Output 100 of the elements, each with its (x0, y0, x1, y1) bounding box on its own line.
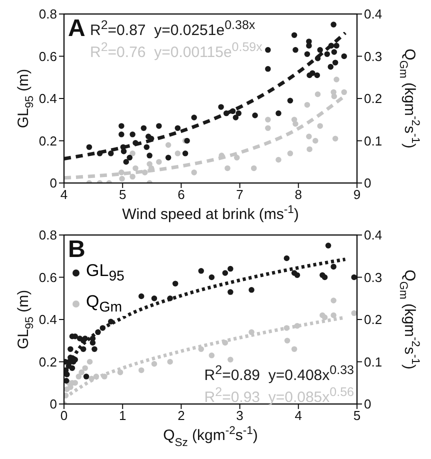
point (306, 134, 312, 140)
point (230, 108, 236, 114)
point (312, 138, 318, 144)
point (294, 322, 300, 329)
legend-label: GL$_{95}$ (86, 261, 124, 284)
annotation: R$^{2}$=0.93 y=0.085x$^{0.56}$ (204, 385, 354, 406)
point (156, 159, 162, 165)
point (317, 47, 323, 53)
point (191, 170, 197, 176)
point (250, 165, 257, 172)
point (64, 378, 70, 384)
point (341, 53, 347, 60)
point (80, 346, 86, 352)
point (93, 374, 100, 380)
y2-tick-label: 0 (364, 176, 372, 191)
point (228, 289, 234, 295)
y2-tick-label: 0.2 (364, 312, 382, 328)
point (331, 49, 338, 55)
y2-tick-label: 0.3 (364, 48, 382, 64)
point (330, 22, 336, 28)
point (330, 298, 336, 304)
point (208, 352, 215, 358)
point (182, 150, 188, 156)
y-tick-label: 0.8 (38, 228, 57, 243)
point (351, 310, 357, 316)
y2-tick-label: 0.4 (364, 6, 382, 22)
point (119, 176, 125, 182)
point (174, 125, 181, 131)
point (334, 76, 340, 82)
x-tick-label: 1 (118, 408, 126, 424)
y-tick-label: 0.4 (38, 91, 57, 106)
point (90, 336, 96, 342)
point (287, 150, 294, 156)
point (265, 125, 271, 131)
legend-label: Q$_{Gm}$ (86, 292, 122, 316)
y2-tick-label: 0.3 (364, 270, 382, 285)
point (328, 42, 334, 49)
point (96, 150, 103, 156)
point (317, 123, 323, 129)
point (224, 165, 230, 172)
annotation: R$^{2}$=0.76 y=0.00115e$^{0.59x}$ (90, 40, 262, 61)
point (118, 170, 124, 176)
point (304, 51, 310, 58)
point (292, 47, 298, 53)
point (265, 47, 271, 53)
point (144, 144, 150, 150)
point (284, 338, 290, 344)
y2-tick-label: 0.1 (364, 354, 382, 370)
point (330, 264, 336, 270)
x-tick-label: 4 (60, 187, 68, 202)
point (328, 64, 334, 70)
point (151, 296, 158, 302)
annotation: B (68, 236, 86, 263)
point (172, 280, 178, 286)
point (252, 112, 258, 118)
point (232, 114, 239, 120)
point (167, 296, 173, 302)
annotation: R$^{2}$=0.87 y=0.0251e$^{0.38x}$ (90, 18, 256, 39)
point (332, 60, 338, 66)
point (130, 174, 136, 180)
point (351, 274, 357, 280)
point (284, 255, 290, 262)
point (140, 125, 147, 131)
point (248, 329, 254, 336)
x-tick-label: 3 (236, 408, 244, 424)
point (130, 150, 136, 156)
point (291, 346, 298, 352)
y-tick-label: 0 (50, 396, 57, 412)
x-tick-label: 6 (178, 187, 185, 202)
point (294, 272, 300, 278)
point (132, 140, 138, 146)
point (165, 154, 172, 161)
point (325, 242, 332, 248)
point (151, 360, 158, 367)
point (322, 314, 328, 320)
point (146, 152, 152, 158)
y2-tick-label: 0 (364, 396, 372, 412)
point (218, 104, 224, 110)
point (69, 365, 76, 371)
x-tick-label: 9 (353, 187, 361, 202)
point (276, 110, 282, 116)
point (165, 142, 172, 148)
point (142, 170, 148, 176)
point (156, 123, 162, 129)
point (292, 120, 298, 127)
point (236, 110, 242, 116)
x-axis-title: Q$_{Sz}$ (kgm$^{-2}$s$^{-1}$) (163, 425, 258, 449)
point (330, 312, 336, 318)
point (191, 114, 197, 120)
y2-tick-label: 0.4 (364, 228, 382, 243)
point (120, 148, 127, 154)
x-tick-label: 7 (236, 187, 244, 202)
y2-tick-label: 0.2 (364, 91, 382, 106)
point (174, 150, 181, 156)
y-tick-label: 0.2 (38, 133, 57, 148)
point (95, 329, 101, 336)
point (86, 358, 93, 365)
point (64, 392, 69, 398)
point (76, 374, 82, 380)
point (314, 55, 321, 62)
